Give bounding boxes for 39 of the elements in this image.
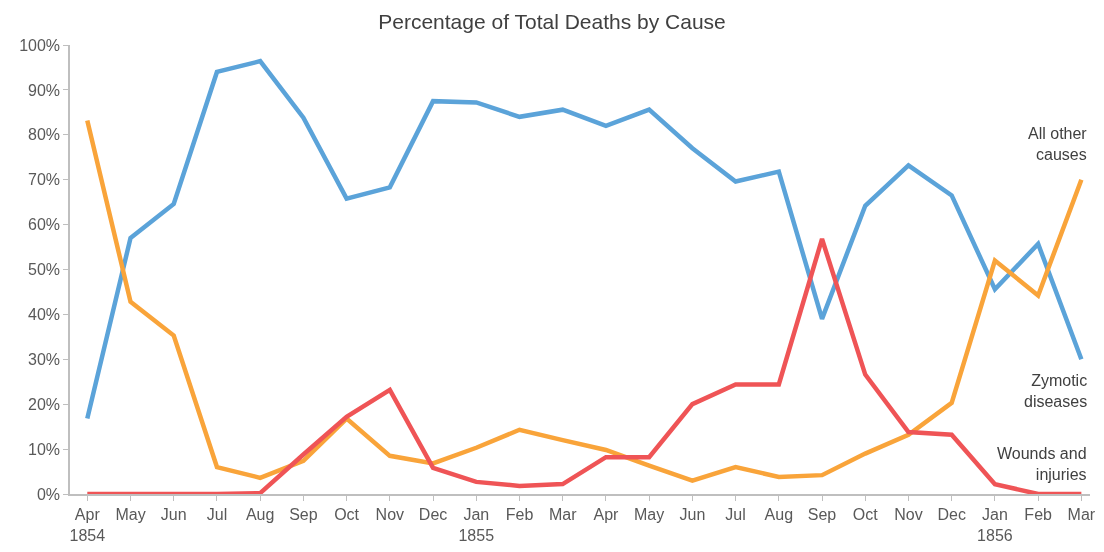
x-tick-label: Apr 1854 xyxy=(69,505,106,544)
x-tick-label: Dec xyxy=(937,505,966,523)
y-tick-label: 80% xyxy=(28,126,61,144)
x-tick-label: Nov xyxy=(375,505,405,523)
series-label: Zymotic diseases xyxy=(1024,372,1088,410)
x-tick-label: Nov xyxy=(894,505,923,523)
x-tick-label: Apr xyxy=(593,505,620,523)
x-tick-label: Jun xyxy=(160,505,187,523)
series-label: All other causes xyxy=(1028,125,1088,163)
y-tick-label: 20% xyxy=(28,395,61,413)
x-tick-label: Oct xyxy=(334,505,360,523)
x-tick-label: Feb xyxy=(1024,505,1053,523)
x-tick-label: Jul xyxy=(725,505,746,523)
x-tick-label: Sep xyxy=(289,505,318,523)
x-tick-label: Jul xyxy=(206,505,228,523)
y-tick-label: 40% xyxy=(28,306,61,323)
x-tick-label: Mar xyxy=(548,505,578,523)
x-tick-label: Mar xyxy=(1067,505,1096,523)
x-tick-label: Jun xyxy=(679,505,706,523)
x-tick-label: Aug xyxy=(245,505,275,523)
x-tick-label: Jan 1856 xyxy=(977,505,1013,544)
x-tick-label: Feb xyxy=(505,505,534,523)
y-tick-label: 70% xyxy=(28,171,61,189)
x-tick-label: Jan 1855 xyxy=(458,505,495,544)
y-tick-label: 30% xyxy=(28,350,61,368)
chart-title: Percentage of Total Deaths by Cause xyxy=(378,9,726,33)
x-tick-label: May xyxy=(634,505,665,523)
y-tick-label: 10% xyxy=(28,440,61,458)
x-tick-label: Sep xyxy=(807,505,837,523)
x-tick-label: Aug xyxy=(764,505,794,523)
x-tick-label: May xyxy=(115,505,146,523)
series-label: Wounds and injuries xyxy=(997,445,1087,483)
y-tick-label: 100% xyxy=(19,36,61,54)
y-tick-label: 50% xyxy=(28,261,61,279)
x-tick-label: Dec xyxy=(418,505,448,523)
y-tick-label: 0% xyxy=(36,485,61,503)
y-tick-label: 60% xyxy=(28,216,61,234)
y-tick-label: 90% xyxy=(28,81,61,99)
x-tick-label: Oct xyxy=(852,505,879,523)
